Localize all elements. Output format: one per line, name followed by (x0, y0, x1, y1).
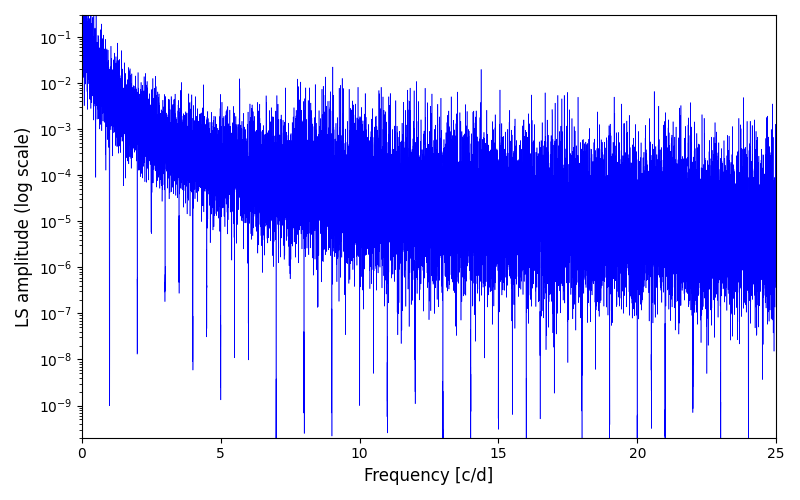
Y-axis label: LS amplitude (log scale): LS amplitude (log scale) (15, 126, 33, 326)
X-axis label: Frequency [c/d]: Frequency [c/d] (364, 467, 494, 485)
